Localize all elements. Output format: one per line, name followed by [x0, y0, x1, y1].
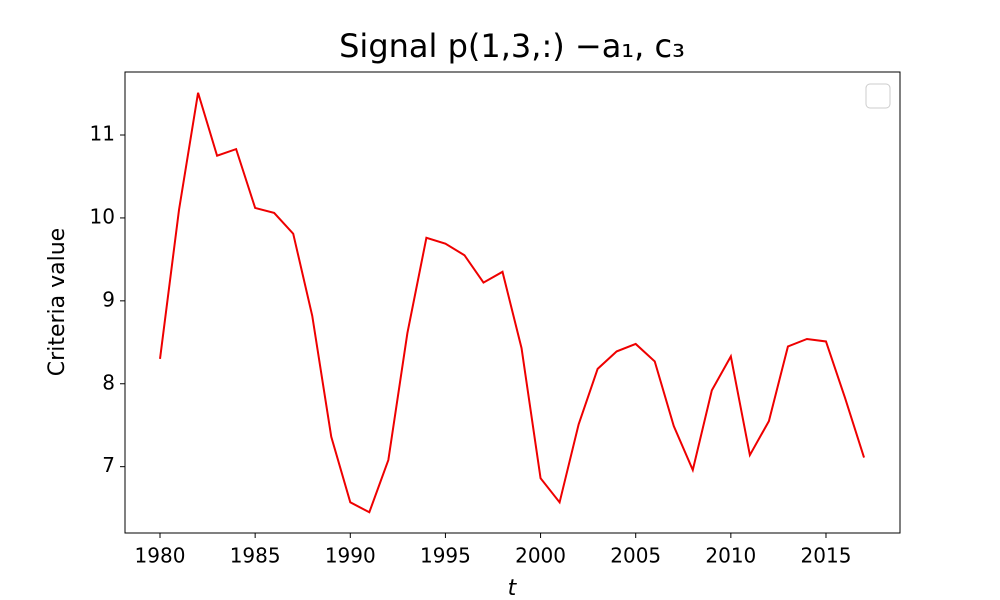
x-tick-label: 2005 [610, 544, 661, 568]
y-tick-label: 9 [102, 287, 115, 311]
x-tick-label: 2010 [705, 544, 756, 568]
x-axis-label: t [508, 576, 518, 600]
chart-title: Signal p(1,3,:) −a₁, c₃ [339, 27, 685, 65]
y-tick-label: 11 [90, 122, 115, 146]
x-tick-label: 1980 [135, 544, 186, 568]
line [159, 92, 865, 514]
x-tick-label: 2015 [801, 544, 852, 568]
y-tick-label: 7 [102, 453, 115, 477]
x-tick-label: 1985 [230, 544, 281, 568]
x-tick-label: 1990 [325, 544, 376, 568]
y-tick-label: 10 [90, 204, 115, 228]
x-tick-label: 2000 [515, 544, 566, 568]
legend [865, 83, 891, 109]
plot-frame [124, 71, 901, 534]
x-tick-label: 1995 [420, 544, 471, 568]
y-axis-label: Criteria value [45, 228, 70, 376]
y-tick-label: 8 [102, 370, 115, 394]
